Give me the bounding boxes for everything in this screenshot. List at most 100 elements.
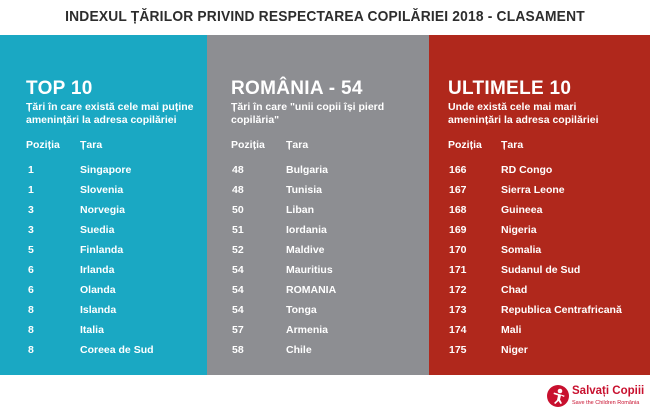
rank: 170 (449, 244, 467, 256)
ranking-row: 169 Nigeria (429, 222, 650, 242)
rank: 54 (232, 304, 244, 316)
country: Chile (286, 344, 312, 356)
column-header-position: Poziția (448, 139, 482, 151)
rank: 3 (28, 224, 34, 236)
ranking-row: 168 Guineea (429, 202, 650, 222)
rank: 173 (449, 304, 467, 316)
country: Irlanda (80, 264, 115, 276)
ranking-row: 50 Liban (207, 202, 429, 222)
rank: 1 (28, 164, 34, 176)
rank: 51 (232, 224, 244, 236)
rank: 57 (232, 324, 244, 336)
ranking-row: 8 Coreea de Sud (0, 342, 207, 362)
rank: 171 (449, 264, 467, 276)
top-10-panel: TOP 10 Țări în care există cele mai puți… (0, 35, 207, 375)
country: Tunisia (286, 184, 322, 196)
country: Liban (286, 204, 314, 216)
rank: 3 (28, 204, 34, 216)
rank: 50 (232, 204, 244, 216)
rank: 172 (449, 284, 467, 296)
ranking-row: 5 Finlanda (0, 242, 207, 262)
country: Chad (501, 284, 528, 296)
country: Suedia (80, 224, 115, 236)
ranking-row: 8 Islanda (0, 302, 207, 322)
country: Niger (501, 344, 528, 356)
country: RD Congo (501, 164, 553, 176)
country: Mauritius (286, 264, 333, 276)
ranking-row: 175 Niger (429, 342, 650, 362)
country: Republica Centrafricană (501, 304, 622, 316)
rank: 54 (232, 284, 244, 296)
country: Guineea (501, 204, 543, 216)
country: Iordania (286, 224, 327, 236)
panel-heading: ROMÂNIA - 54 (231, 78, 363, 99)
country: Finlanda (80, 244, 124, 256)
rank: 174 (449, 324, 467, 336)
country: Islanda (80, 304, 117, 316)
ranking-row: 48 Tunisia (207, 182, 429, 202)
ranking-row: 166 RD Congo (429, 162, 650, 182)
column-header-country: Țara (80, 139, 103, 151)
rank: 58 (232, 344, 244, 356)
ranking-row: 173 Republica Centrafricană (429, 302, 650, 322)
column-header-country: Țara (286, 139, 309, 151)
ranking-list: 1 Singapore 1 Slovenia 3 Norvegia 3 Suedia 5… (0, 162, 207, 362)
column-header-country: Țara (501, 139, 524, 151)
panel-subtitle: Țări în care "unii copii își pierd copil… (231, 101, 385, 126)
ranking-row: 54 ROMANIA (207, 282, 429, 302)
ranking-row: 51 Iordania (207, 222, 429, 242)
ranking-list: 48 Bulgaria 48 Tunisia 50 Liban 51 Iordania … (207, 162, 429, 362)
panel-subtitle: Unde există cele mai mari amenințări la … (448, 101, 599, 126)
panel-heading: TOP 10 (26, 78, 93, 99)
ranking-row: 170 Somalia (429, 242, 650, 262)
rank: 52 (232, 244, 244, 256)
rank: 54 (232, 264, 244, 276)
rank: 175 (449, 344, 467, 356)
country: Sierra Leone (501, 184, 565, 196)
ranking-row: 8 Italia (0, 322, 207, 342)
ranking-row: 3 Norvegia (0, 202, 207, 222)
ranking-row: 48 Bulgaria (207, 162, 429, 182)
country: Norvegia (80, 204, 125, 216)
ranking-row: 1 Slovenia (0, 182, 207, 202)
ranking-row: 172 Chad (429, 282, 650, 302)
ranking-row: 174 Mali (429, 322, 650, 342)
country: Nigeria (501, 224, 537, 236)
country: Singapore (80, 164, 132, 176)
country: Mali (501, 324, 522, 336)
ranking-row: 54 Tonga (207, 302, 429, 322)
rank: 48 (232, 184, 244, 196)
country: Tonga (286, 304, 317, 316)
column-header-position: Poziția (231, 139, 265, 151)
child-silhouette-icon (547, 385, 569, 407)
logo-name: Salvați Copiii (572, 385, 645, 397)
rank: 168 (449, 204, 467, 216)
panel-heading: ULTIMELE 10 (448, 78, 572, 99)
rank: 8 (28, 304, 34, 316)
ranking-row: 167 Sierra Leone (429, 182, 650, 202)
rank: 166 (449, 164, 467, 176)
column-header-position: Poziția (26, 139, 60, 151)
rank: 6 (28, 284, 34, 296)
ranking-row: 3 Suedia (0, 222, 207, 242)
ranking-row: 171 Sudanul de Sud (429, 262, 650, 282)
rank: 167 (449, 184, 467, 196)
page-title: INDEXUL ȚĂRILOR PRIVIND RESPECTAREA COPI… (65, 8, 585, 25)
ranking-list: 166 RD Congo 167 Sierra Leone 168 Guineea 1… (429, 162, 650, 362)
salvati-copiii-logo: Salvați Copiii Save the Children România (547, 383, 645, 413)
rank: 8 (28, 344, 34, 356)
ranking-row: 58 Chile (207, 342, 429, 362)
country: Slovenia (80, 184, 124, 196)
country: Armenia (286, 324, 329, 336)
logo-tagline: Save the Children România (572, 400, 640, 406)
country: Coreea de Sud (80, 344, 154, 356)
ranking-row: 1 Singapore (0, 162, 207, 182)
ranking-row: 6 Irlanda (0, 262, 207, 282)
rank: 6 (28, 264, 34, 276)
rank: 1 (28, 184, 34, 196)
country: Bulgaria (286, 164, 329, 176)
rank: 48 (232, 164, 244, 176)
ranking-row: 52 Maldive (207, 242, 429, 262)
ranking-row: 54 Mauritius (207, 262, 429, 282)
country: ROMANIA (286, 284, 337, 296)
